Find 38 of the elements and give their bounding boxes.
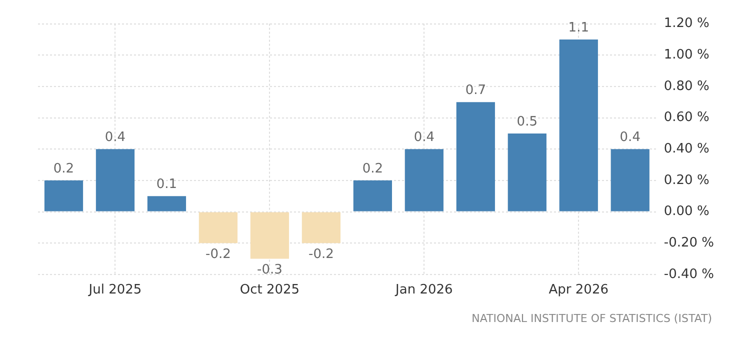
data-label: 0.4 <box>104 130 126 145</box>
bar <box>610 149 650 212</box>
bar <box>198 212 238 244</box>
y-tick-label: 1.20 % <box>664 16 710 32</box>
data-label: 0.1 <box>156 176 178 192</box>
data-label: 0.5 <box>516 114 538 130</box>
data-label: -0.3 <box>257 262 282 278</box>
x-tick-label: Jul 2025 <box>88 282 142 298</box>
bar <box>302 212 341 244</box>
text: NATIONAL INSTITUTE OF STATISTICS (ISTAT) <box>470 312 713 325</box>
bar <box>147 196 186 212</box>
data-label: 1.1 <box>568 20 589 36</box>
bar <box>508 133 546 212</box>
bar <box>353 180 392 212</box>
y-tick-label: 0.20 % <box>664 172 710 188</box>
bar <box>250 212 290 259</box>
x-tick-label: Oct 2025 <box>240 282 300 298</box>
data-label: 0.7 <box>465 82 486 98</box>
bar <box>404 149 444 212</box>
x-tick-label: Jan 2026 <box>394 282 453 298</box>
data-label: 0.2 <box>362 161 384 176</box>
y-tick-label: -0.40 % <box>664 266 714 282</box>
data-label: -0.2 <box>308 246 334 262</box>
data-label: 0.4 <box>414 130 435 145</box>
data-label: 0.2 <box>53 161 74 176</box>
bar <box>559 39 598 212</box>
y-tick-label: 0.80 % <box>664 78 710 94</box>
bar <box>44 180 84 212</box>
y-tick-label: 0.40 % <box>664 141 710 156</box>
y-tick-label: -0.20 % <box>664 235 714 250</box>
x-tick-label: Apr 2026 <box>548 282 609 298</box>
bar <box>456 102 495 212</box>
bar <box>96 149 135 212</box>
y-tick-label: 0.00 % <box>664 204 710 220</box>
data-label: 0.4 <box>620 130 640 145</box>
data-label: -0.2 <box>206 246 231 262</box>
y-tick-label: 1.00 % <box>664 48 710 62</box>
y-tick-label: 0.60 % <box>664 110 710 126</box>
